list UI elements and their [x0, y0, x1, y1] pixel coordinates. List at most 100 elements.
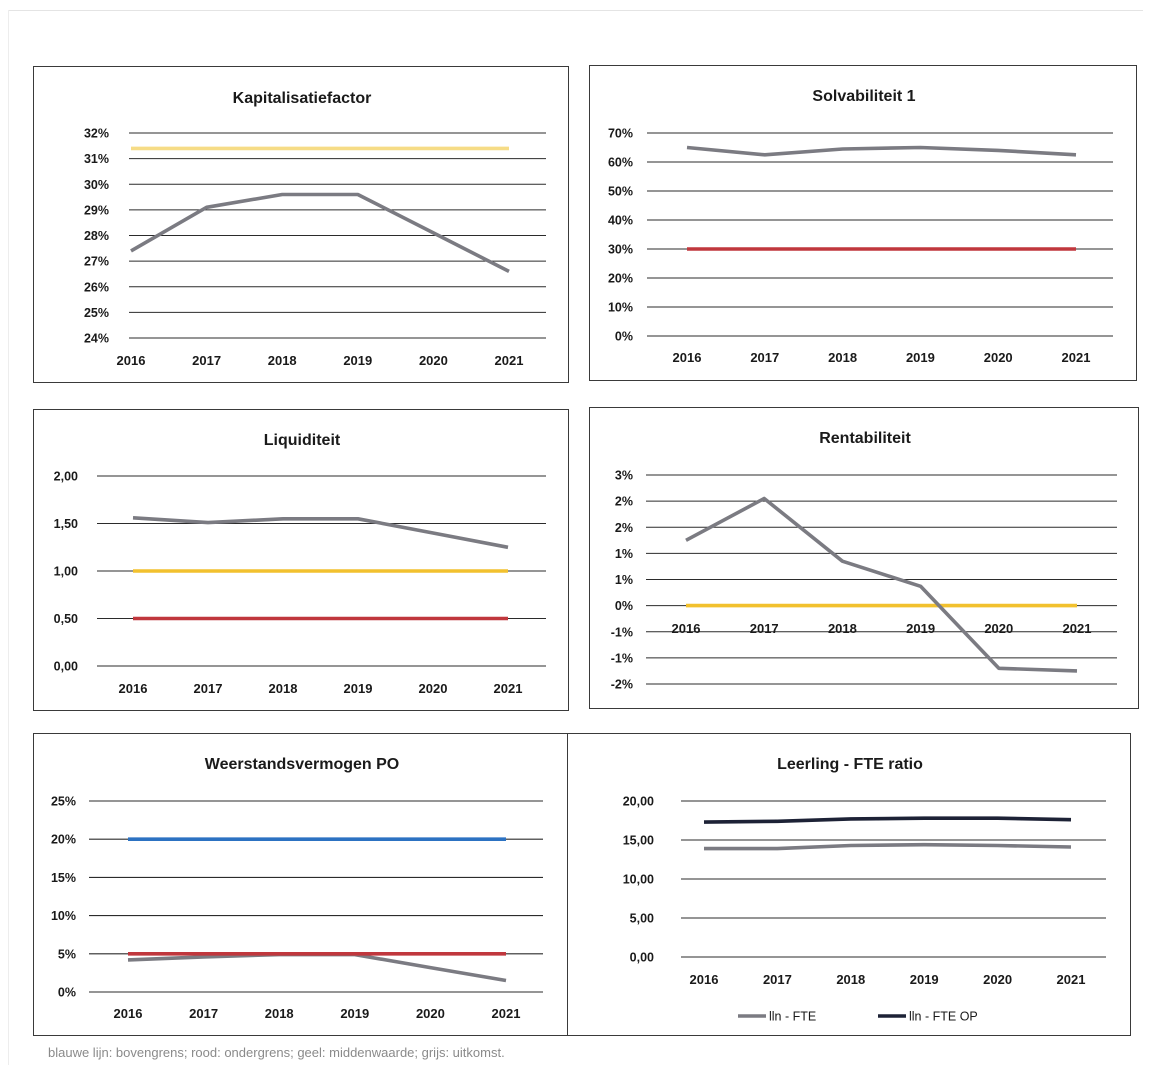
- x-tick-label: 2019: [340, 1006, 369, 1021]
- y-tick-label: 25%: [84, 306, 109, 320]
- y-tick-label: 10%: [51, 909, 76, 923]
- x-tick-label: 2018: [828, 621, 857, 636]
- y-tick-label: 60%: [608, 156, 633, 170]
- y-tick-label: 70%: [608, 127, 633, 141]
- x-tick-label: 2018: [268, 353, 297, 368]
- x-tick-label: 2021: [492, 1006, 521, 1021]
- legend-label: lln - FTE: [769, 1010, 816, 1024]
- x-tick-label: 2016: [690, 972, 719, 987]
- x-tick-label: 2021: [495, 353, 524, 368]
- y-tick-label: -1%: [611, 651, 633, 665]
- y-tick-label: 1,00: [54, 565, 78, 579]
- x-tick-label: 2018: [836, 972, 865, 987]
- x-tick-label: 2021: [1062, 350, 1091, 365]
- y-tick-label: 30%: [608, 243, 633, 257]
- y-tick-label: 0,00: [630, 951, 654, 965]
- x-tick-label: 2017: [750, 350, 779, 365]
- chart-panel-weerstandsvermogen: Weerstandsvermogen PO 0% 5% 10% 15% 20% 25% 201…: [33, 733, 569, 1036]
- y-tick-label: 20%: [51, 833, 76, 847]
- x-tick-label: 2020: [416, 1006, 445, 1021]
- chart-svg: Solvabiliteit 1 0% 10% 20% 30% 40% 50% 60% 70% 20…: [608, 88, 1113, 365]
- y-tick-label: 32%: [84, 127, 109, 141]
- y-tick-label: 0%: [58, 986, 76, 1000]
- x-tick-label: 2019: [344, 681, 373, 696]
- chart-title: Kapitalisatiefactor: [233, 90, 372, 107]
- x-tick-label: 2017: [763, 972, 792, 987]
- series-line-grey: [132, 516, 509, 550]
- y-tick-label: 50%: [608, 185, 633, 199]
- chart-panel-leerling-fte: Leerling - FTE ratio 0,00 5,00 10,00 15,00 20…: [567, 733, 1131, 1036]
- series-line-navy: [703, 816, 1072, 824]
- series-line-grey: [130, 192, 510, 274]
- x-tick-label: 2016: [673, 350, 702, 365]
- y-tick-label: 28%: [84, 229, 109, 243]
- x-tick-label: 2018: [828, 350, 857, 365]
- y-tick-label: 3%: [615, 469, 633, 483]
- x-tick-label: 2017: [750, 621, 779, 636]
- y-tick-label: 31%: [84, 152, 109, 166]
- y-tick-label: 25%: [51, 795, 76, 809]
- series-line-grey: [686, 145, 1077, 157]
- chart-title: Rentabiliteit: [819, 430, 911, 447]
- chart-title: Weerstandsvermogen PO: [205, 756, 399, 773]
- y-tick-label: 1,50: [54, 517, 78, 531]
- y-tick-label: 30%: [84, 178, 109, 192]
- sheet-edge: [8, 10, 1143, 11]
- legend-label: lln - FTE OP: [909, 1010, 978, 1024]
- x-tick-label: 2020: [984, 621, 1013, 636]
- chart-svg: Kapitalisatiefactor 24% 25% 26% 27% 28% 29% 30%…: [84, 90, 546, 368]
- chart-panel-liquiditeit: Liquiditeit 0,00 0,50 1,00 1,50 2,00 2016 2017 2…: [33, 409, 569, 711]
- y-tick-label: 40%: [608, 214, 633, 228]
- y-tick-label: -1%: [611, 625, 633, 639]
- y-tick-label: 0%: [615, 330, 633, 344]
- x-tick-label: 2019: [343, 353, 372, 368]
- y-tick-label: 2,00: [54, 470, 78, 484]
- x-tick-label: 2020: [984, 350, 1013, 365]
- x-tick-label: 2019: [910, 972, 939, 987]
- series-line-grey: [704, 842, 1072, 851]
- chart-title: Leerling - FTE ratio: [777, 756, 923, 773]
- x-tick-label: 2018: [269, 681, 298, 696]
- y-tick-label: 27%: [84, 255, 109, 269]
- y-tick-label: -2%: [611, 678, 633, 692]
- x-tick-label: 2020: [983, 972, 1012, 987]
- x-tick-label: 2021: [494, 681, 523, 696]
- y-tick-label: 15%: [51, 871, 76, 885]
- x-tick-label: 2019: [906, 621, 935, 636]
- y-tick-label: 10,00: [623, 873, 654, 887]
- series-line-grey: [685, 496, 1078, 673]
- x-tick-label: 2020: [419, 681, 448, 696]
- y-tick-label: 0,00: [54, 660, 78, 674]
- y-tick-label: 2%: [615, 495, 633, 509]
- chart-panel-kapitalisatiefactor: Kapitalisatiefactor 24% 25% 26% 27% 28% 29% 30%…: [33, 66, 569, 383]
- chart-title: Solvabiliteit 1: [812, 88, 915, 105]
- x-tick-label: 2019: [906, 350, 935, 365]
- chart-panel-rentabiliteit: Rentabiliteit -2% -1% -1% 0% 1% 1% 2% 2% 3% 2016 20…: [589, 407, 1139, 709]
- y-tick-label: 20,00: [623, 795, 654, 809]
- x-tick-label: 2021: [1063, 621, 1092, 636]
- x-tick-label: 2016: [117, 353, 146, 368]
- y-tick-label: 5%: [58, 947, 76, 961]
- y-tick-label: 26%: [84, 280, 109, 294]
- y-tick-label: 10%: [608, 301, 633, 315]
- y-tick-label: 0,50: [54, 612, 78, 626]
- x-tick-label: 2017: [189, 1006, 218, 1021]
- y-tick-label: 5,00: [630, 912, 654, 926]
- y-tick-label: 0%: [615, 599, 633, 613]
- chart-svg: Leerling - FTE ratio 0,00 5,00 10,00 15,00 20…: [623, 756, 1106, 1024]
- x-tick-label: 2016: [114, 1006, 143, 1021]
- sheet-edge-left: [8, 10, 9, 1065]
- x-tick-label: 2021: [1057, 972, 1086, 987]
- y-tick-label: 1%: [615, 573, 633, 587]
- x-tick-label: 2018: [265, 1006, 294, 1021]
- chart-svg: Rentabiliteit -2% -1% -1% 0% 1% 1% 2% 2% 3% 2016 20…: [611, 430, 1117, 692]
- chart-svg: Liquiditeit 0,00 0,50 1,00 1,50 2,00 2016 2017 2…: [54, 432, 546, 696]
- x-tick-label: 2016: [672, 621, 701, 636]
- y-tick-label: 15,00: [623, 834, 654, 848]
- footnote: blauwe lijn: bovengrens; rood: ondergren…: [48, 1045, 505, 1060]
- x-tick-label: 2020: [419, 353, 448, 368]
- x-tick-label: 2017: [192, 353, 221, 368]
- y-tick-label: 2%: [615, 521, 633, 535]
- x-tick-label: 2016: [119, 681, 148, 696]
- chart-svg: Weerstandsvermogen PO 0% 5% 10% 15% 20% 25% 201…: [51, 756, 543, 1021]
